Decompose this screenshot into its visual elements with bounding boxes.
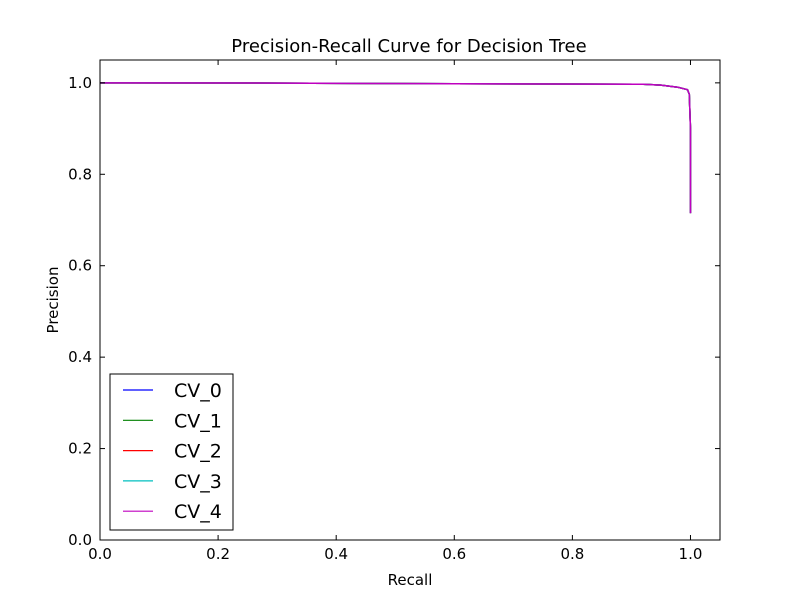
ticks-layer: 0.0 0.2 0.4 0.6 0.8 1.0 0.0 0.2 0.4 0.6 0.8 1.0 bbox=[68, 60, 720, 563]
x-tick-label: 0.2 bbox=[206, 545, 230, 563]
x-axis-label: Recall bbox=[388, 571, 433, 589]
x-tick-label: 0.6 bbox=[442, 545, 466, 563]
x-tick-label: 0.0 bbox=[88, 545, 112, 563]
y-tick-label: 1.0 bbox=[68, 74, 92, 92]
axes-frame bbox=[99, 59, 721, 541]
legend-label: CV_4 bbox=[174, 501, 222, 523]
legend-frame bbox=[109, 373, 234, 531]
legend-label: CV_1 bbox=[174, 410, 222, 432]
legend-label: CV_0 bbox=[174, 380, 222, 402]
y-tick-label: 0.0 bbox=[68, 531, 92, 549]
x-tick-label: 1.0 bbox=[679, 545, 703, 563]
y-tick-label: 0.2 bbox=[68, 440, 92, 458]
legend-label: CV_2 bbox=[174, 441, 222, 463]
x-tick-label: 0.8 bbox=[560, 545, 584, 563]
legend-label: CV_3 bbox=[174, 471, 222, 493]
y-tick-label: 0.4 bbox=[68, 348, 92, 366]
chart-title: Precision-Recall Curve for Decision Tree bbox=[231, 36, 586, 57]
series-layer bbox=[99, 82, 692, 214]
y-axis-label: Precision bbox=[44, 267, 62, 334]
legend: CV_0 CV_1 CV_2 CV_3 CV_4 bbox=[109, 373, 234, 531]
y-tick-label: 0.8 bbox=[68, 165, 92, 183]
y-tick-label: 0.6 bbox=[68, 257, 92, 275]
series-line-cv-4 bbox=[99, 82, 692, 214]
x-tick-label: 0.4 bbox=[324, 545, 348, 563]
